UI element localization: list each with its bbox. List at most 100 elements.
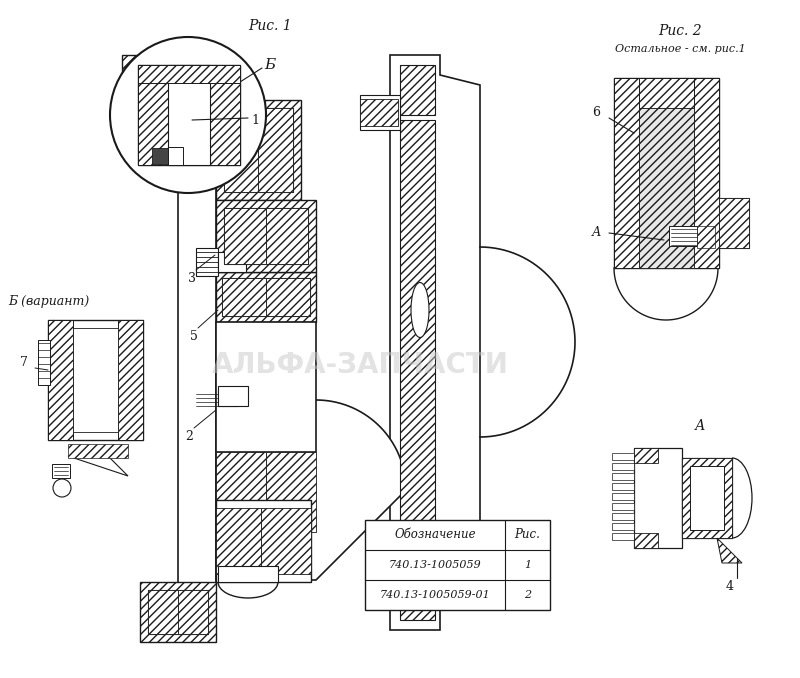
- Bar: [216, 100, 301, 200]
- Bar: [690, 466, 724, 530]
- Polygon shape: [717, 538, 742, 563]
- Bar: [719, 198, 749, 248]
- Bar: [682, 458, 732, 538]
- Bar: [614, 78, 639, 268]
- Bar: [266, 278, 310, 316]
- Bar: [697, 226, 715, 248]
- Bar: [360, 99, 398, 126]
- Text: Б: Б: [264, 58, 275, 72]
- Bar: [694, 78, 719, 268]
- Bar: [639, 108, 694, 268]
- Bar: [612, 533, 634, 540]
- Bar: [222, 278, 266, 316]
- Bar: [669, 226, 697, 246]
- Bar: [634, 448, 682, 548]
- Bar: [612, 513, 634, 520]
- Bar: [73, 328, 118, 432]
- Bar: [218, 252, 246, 272]
- Bar: [266, 452, 316, 532]
- Text: 740.13-1005059: 740.13-1005059: [389, 560, 482, 570]
- Bar: [38, 340, 50, 385]
- Bar: [130, 63, 168, 132]
- Bar: [224, 208, 266, 264]
- Bar: [224, 208, 308, 264]
- Bar: [365, 520, 550, 610]
- Bar: [52, 464, 70, 478]
- Bar: [612, 453, 634, 460]
- Text: 2: 2: [185, 429, 193, 443]
- Bar: [261, 508, 311, 574]
- Bar: [48, 320, 73, 440]
- Bar: [360, 95, 400, 130]
- Bar: [258, 108, 293, 192]
- Bar: [634, 448, 658, 463]
- Bar: [210, 65, 240, 165]
- Bar: [222, 278, 310, 316]
- Text: 1: 1: [524, 560, 531, 570]
- Bar: [612, 483, 634, 490]
- Bar: [634, 533, 658, 548]
- Bar: [168, 147, 183, 165]
- Bar: [612, 503, 634, 510]
- Text: 7: 7: [20, 357, 28, 370]
- Bar: [216, 508, 261, 574]
- Bar: [400, 65, 435, 115]
- Text: Рис. 1: Рис. 1: [248, 19, 292, 33]
- Bar: [224, 108, 258, 192]
- Text: 6: 6: [592, 106, 600, 119]
- Bar: [68, 444, 128, 458]
- Bar: [152, 148, 168, 164]
- Bar: [122, 55, 216, 140]
- Circle shape: [110, 37, 266, 193]
- Circle shape: [53, 479, 71, 497]
- Text: Б (вариант): Б (вариант): [8, 295, 90, 308]
- Bar: [130, 63, 208, 132]
- Bar: [697, 230, 707, 244]
- Bar: [614, 78, 719, 108]
- Bar: [400, 570, 435, 620]
- Bar: [639, 108, 694, 268]
- Bar: [48, 320, 143, 440]
- Bar: [614, 78, 719, 268]
- Bar: [612, 493, 634, 500]
- Bar: [138, 65, 168, 165]
- Bar: [612, 463, 634, 470]
- Text: 1: 1: [251, 113, 259, 127]
- Text: А: А: [694, 419, 706, 433]
- Bar: [216, 272, 316, 322]
- Bar: [216, 452, 266, 532]
- Ellipse shape: [411, 283, 429, 338]
- Text: 3: 3: [188, 271, 196, 285]
- Text: АЛЬФА-ЗАПЧАСТИ: АЛЬФА-ЗАПЧАСТИ: [211, 351, 509, 379]
- Text: Остальное - см. рис.1: Остальное - см. рис.1: [614, 44, 746, 54]
- Bar: [168, 65, 210, 165]
- Text: Рис.: Рис.: [514, 528, 541, 542]
- Polygon shape: [216, 400, 406, 580]
- Text: 2: 2: [524, 590, 531, 600]
- Bar: [682, 458, 732, 538]
- Bar: [218, 566, 278, 582]
- Text: Обозначение: Обозначение: [394, 528, 476, 542]
- Bar: [178, 590, 208, 634]
- Bar: [118, 320, 143, 440]
- Bar: [400, 120, 435, 570]
- Bar: [719, 198, 749, 248]
- Polygon shape: [68, 456, 128, 476]
- Bar: [216, 500, 311, 582]
- Bar: [612, 523, 634, 530]
- Bar: [218, 386, 248, 406]
- Bar: [140, 582, 216, 642]
- Text: 740.13-1005059-01: 740.13-1005059-01: [380, 590, 490, 600]
- Bar: [138, 65, 240, 83]
- Text: А: А: [592, 226, 602, 239]
- Text: 4: 4: [726, 580, 734, 593]
- Polygon shape: [390, 55, 480, 630]
- Bar: [216, 322, 316, 452]
- Bar: [148, 590, 208, 634]
- Bar: [138, 65, 240, 165]
- Text: Рис. 2: Рис. 2: [658, 24, 702, 38]
- Bar: [148, 590, 178, 634]
- Bar: [224, 108, 293, 192]
- Text: 5: 5: [190, 330, 198, 342]
- Bar: [218, 390, 238, 406]
